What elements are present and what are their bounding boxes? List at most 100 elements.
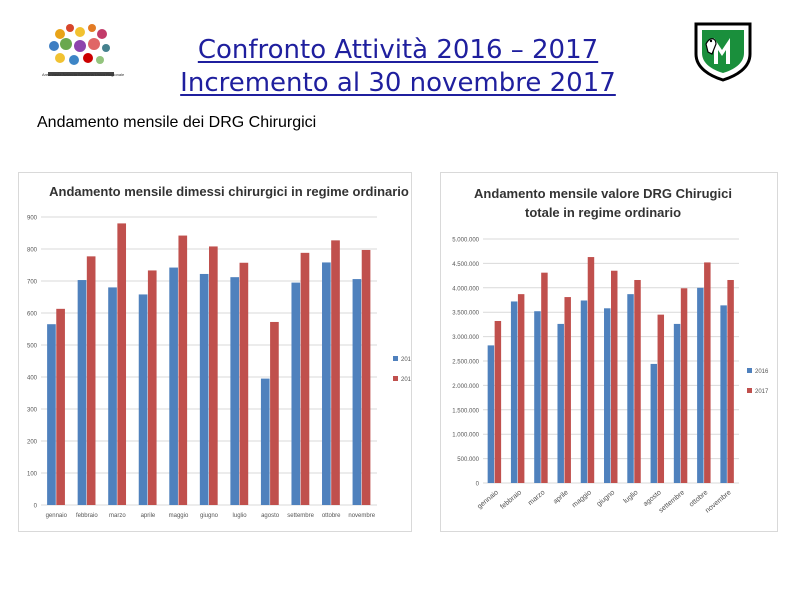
chart1-bar-2017-luglio [239,262,249,505]
chart2-y-tick-label: 4.500.000 [452,262,479,268]
chart2-bar-2017-luglio [634,279,641,483]
chart1-legend-swatch-2016 [393,356,398,361]
chart1-bar-2017-settembre [300,252,310,505]
chart2-y-tick-label: 0 [476,482,480,488]
chart1-title-line-1: Andamento mensile dimessi chirurgici in … [49,184,409,199]
chart2-x-tick-label: giugno [596,489,617,508]
asur-logo-icon [48,24,114,76]
chart1-bar-2017-giugno [209,246,218,505]
chart1-y-tick-label: 100 [27,472,38,478]
chart1-x-tick-label: febbraio [76,513,98,519]
chart1-x-tick-label: giugno [200,513,219,519]
chart1-bar-2016-marzo [108,287,117,505]
chart2-bar-2017-aprile [564,297,571,483]
chart2-bar-2016-novembre [720,305,727,483]
chart2-x-tick-label: settembre [658,489,686,514]
chart2-bar-2016-giugno [604,308,611,483]
chart2-y-tick-label: 5.000.000 [452,238,479,244]
chart1-legend-swatch-2017 [393,376,398,381]
chart2-bar-2017-novembre [727,279,734,483]
title-line-2: Incremento al 30 novembre 2017 [180,68,616,98]
chart1-y-tick-label: 500 [27,344,38,350]
chart1-bar-2016-giugno [199,273,209,505]
chart2-bar-2017-gennaio [494,320,502,483]
chart2-legend-label-2017: 2017 [755,389,769,395]
chart2-bar-2016-luglio [627,294,634,483]
page-subtitle: Andamento mensile dei DRG Chirurgici [37,114,317,131]
chart2-bar-2017-ottobre [704,262,711,483]
chart1-bar-2016-luglio [230,277,240,505]
chart2-bar-2016-gennaio [487,345,495,483]
chart-valore-drg: Andamento mensile valore DRG Chirugici to… [440,172,778,532]
chart1-legend-label-2017: 2017 [401,377,411,383]
chart-dimessi-chirurgici: Andamento mensile dimessi chirurgici in … [18,172,412,532]
chart-valore-svg: Andamento mensile valore DRG Chirugici to… [452,186,769,515]
chart-dimessi-svg: Andamento mensile dimessi chirurgici in … [27,184,411,519]
chart1-bar-2016-settembre [291,282,301,505]
chart1-bar-2017-aprile [147,270,157,505]
chart1-bar-2016-ottobre [322,262,331,505]
chart1-y-tick-label: 700 [27,280,38,286]
chart2-x-tick-label: novembre [704,489,732,514]
chart1-bar-2016-gennaio [47,324,56,505]
chart2-legend-swatch-2017 [747,388,752,393]
chart1-x-tick-label: luglio [233,513,248,519]
chart2-bar-2016-ottobre [697,287,704,483]
chart2-bar-2016-agosto [650,363,658,483]
chart1-x-tick-label: settembre [287,513,314,519]
chart1-x-tick-label: aprile [141,513,156,519]
title-line-1: Confronto Attività 2016 – 2017 [197,35,599,65]
chart2-y-tick-label: 1.500.000 [452,408,479,414]
chart2-bar-2017-maggio [587,257,595,483]
chart2-x-tick-label: luglio [623,489,640,505]
chart2-bar-2017-settembre [680,288,688,483]
chart2-bar-2016-febbraio [510,301,518,483]
regione-marche-emblem-icon [694,22,752,82]
chart2-legend-swatch-2016 [747,368,752,373]
chart1-bar-2016-agosto [260,378,270,505]
chart2-bar-2017-agosto [657,314,665,483]
chart2-bar-2016-aprile [557,323,564,483]
chart2-bar-2016-maggio [580,300,588,483]
chart1-bar-2017-febbraio [86,256,96,505]
chart1-bar-2017-marzo [117,223,127,505]
chart1-y-tick-label: 300 [27,408,38,414]
chart2-bar-2017-marzo [541,272,548,483]
chart2-y-tick-label: 2.500.000 [452,360,479,366]
chart1-x-tick-label: agosto [261,513,280,519]
chart1-bar-2016-maggio [169,267,178,505]
chart2-x-tick-label: aprile [552,489,570,505]
page-title: Confronto Attività 2016 – 2017 Increment… [128,34,668,100]
chart2-x-tick-label: ottobre [688,489,709,508]
chart1-x-tick-label: ottobre [322,513,341,519]
chart1-legend-label-2016: 2016 [401,357,411,363]
chart1-bar-2017-ottobre [331,240,340,506]
chart1-bar-2016-novembre [352,279,362,505]
chart2-legend-label-2016: 2016 [755,369,769,375]
chart1-bar-2017-gennaio [56,308,65,505]
chart2-x-tick-label: agosto [642,489,663,508]
chart2-y-tick-label: 3.500.000 [452,311,479,317]
chart1-x-tick-label: novembre [348,513,375,519]
chart1-bar-2016-febbraio [77,280,87,505]
chart2-y-tick-label: 3.000.000 [452,335,479,341]
chart1-x-tick-label: marzo [109,513,126,519]
chart2-x-tick-label: maggio [571,489,593,509]
chart2-title-line-2: totale in regime ordinario [525,205,681,220]
chart1-y-tick-label: 900 [27,216,38,222]
chart1-bar-2017-maggio [178,235,188,505]
chart2-title-line-1: Andamento mensile valore DRG Chirugici [474,186,732,201]
chart1-y-tick-label: 0 [34,504,38,510]
chart1-y-tick-label: 600 [27,312,38,318]
chart2-y-tick-label: 4.000.000 [452,286,479,292]
chart1-x-tick-label: maggio [169,513,189,519]
chart2-y-tick-label: 500.000 [457,457,479,463]
left-logo-caption: Area Vasta Azienda Sanitaria Unica Regio… [42,72,124,77]
chart2-bar-2016-settembre [673,323,681,483]
chart1-y-tick-label: 400 [27,376,38,382]
chart1-bar-2017-novembre [361,249,371,505]
chart1-x-tick-label: gennaio [46,513,68,519]
chart2-x-tick-label: gennaio [476,489,500,510]
chart2-x-tick-label: marzo [527,489,546,507]
chart2-y-tick-label: 2.000.000 [452,384,479,390]
